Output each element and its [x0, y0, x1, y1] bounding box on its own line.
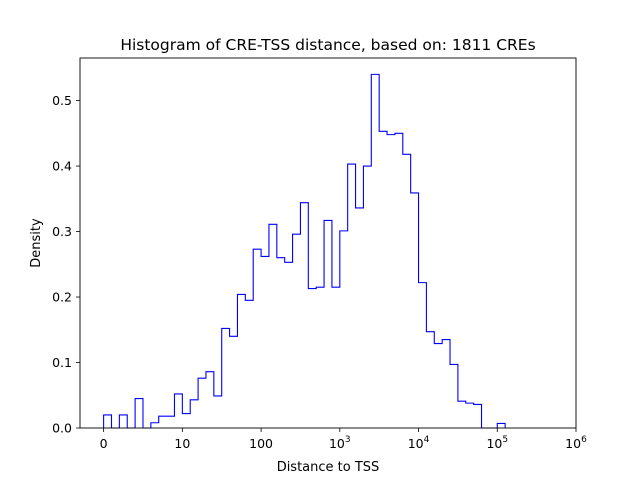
x-tick-label: 105: [486, 435, 508, 451]
x-tick-label: 104: [408, 435, 430, 451]
x-tick-label: 106: [565, 435, 587, 451]
y-tick-label: 0.0: [52, 421, 72, 436]
plot-frame: [79, 57, 577, 429]
y-tick-label: 0.2: [52, 290, 72, 305]
x-tick-label: 100: [249, 436, 273, 451]
y-axis-label: Density: [29, 218, 44, 268]
plot-area: [79, 57, 577, 429]
x-axis-label: Distance to TSS: [277, 460, 380, 475]
plot-background: [80, 58, 576, 428]
y-axis: 0.0 0.1 0.2 0.3 0.4 0.5: [52, 93, 80, 436]
x-tick-label: 0: [100, 436, 108, 451]
x-axis: 0 10 100 103 104 105 106: [100, 428, 587, 451]
y-tick-label: 0.1: [52, 355, 72, 370]
x-tick-label: 103: [329, 435, 351, 451]
y-tick-label: 0.5: [52, 93, 72, 108]
y-tick-label: 0.4: [52, 159, 72, 174]
y-tick-label: 0.3: [52, 224, 72, 239]
histogram-step-line: [103, 73, 506, 429]
chart-title: Histogram of CRE-TSS distance, based on:…: [120, 36, 535, 54]
x-tick-label: 10: [174, 436, 190, 451]
